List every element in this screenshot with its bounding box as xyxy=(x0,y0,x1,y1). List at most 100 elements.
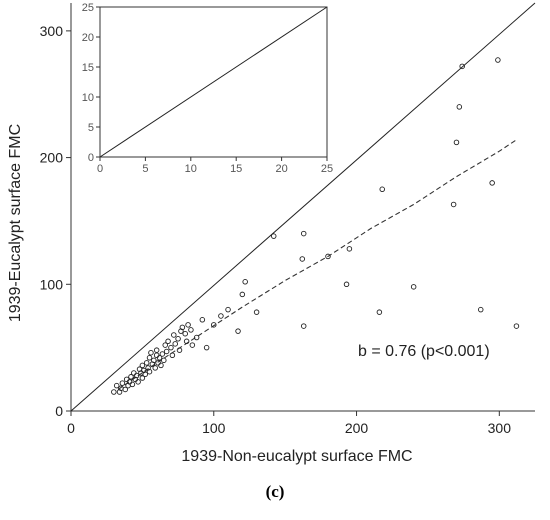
scatter-point xyxy=(189,342,196,348)
figure-caption: (c) xyxy=(265,482,285,501)
scatter-point xyxy=(119,380,126,386)
scatter-point xyxy=(129,381,136,388)
inset-x-tick-label: 20 xyxy=(275,163,287,175)
scatter-point xyxy=(450,201,457,208)
scatter-point xyxy=(151,357,157,364)
inset-y-tick-label: 25 xyxy=(82,2,94,14)
x-tick-label: 100 xyxy=(202,420,226,436)
y-tick-label: 100 xyxy=(40,276,64,292)
x-tick-label: 0 xyxy=(67,420,75,436)
scatter-point xyxy=(300,323,307,329)
inset-x-tick-label: 0 xyxy=(97,163,103,175)
scatter-point xyxy=(139,375,146,381)
scatter-point xyxy=(300,230,307,237)
scatter-point xyxy=(325,253,331,260)
scatter-point xyxy=(203,344,210,351)
inset-y-tick-label: 20 xyxy=(82,32,94,44)
scatter-point xyxy=(179,324,186,331)
scatter-point xyxy=(162,342,168,348)
scatter-point xyxy=(253,309,260,315)
scatter-point xyxy=(142,371,148,378)
inset-plot-frame xyxy=(99,6,328,158)
scatter-point xyxy=(172,341,178,347)
scatter-point xyxy=(133,372,140,379)
scatter-point xyxy=(343,281,350,288)
scatter-point xyxy=(171,332,177,338)
scatter-point xyxy=(128,374,134,380)
scatter-point xyxy=(270,233,277,239)
scatter-point xyxy=(410,284,417,290)
scatter-point xyxy=(182,330,188,337)
scatter-point xyxy=(456,104,463,110)
y-tick-label: 200 xyxy=(40,150,64,166)
inset-x-tick-label: 25 xyxy=(321,163,333,175)
scatter-point xyxy=(146,368,153,375)
scatter-point xyxy=(153,352,160,358)
inset-x-tick-label: 15 xyxy=(230,163,242,175)
x-tick-label: 200 xyxy=(345,420,369,436)
x-tick-label: 300 xyxy=(488,420,512,436)
regression-annotation: b = 0.76 (p<0.001) xyxy=(358,343,490,360)
scatter-point xyxy=(152,365,158,371)
scatter-point xyxy=(139,362,146,369)
inset-y-tick-label: 0 xyxy=(88,152,94,164)
scatter-point xyxy=(123,376,130,383)
regression-fit-line xyxy=(117,139,517,390)
scatter-point xyxy=(185,322,191,328)
scatter-point xyxy=(122,386,129,393)
scatter-point xyxy=(225,306,231,313)
scatter-point xyxy=(183,338,190,345)
scatter-point xyxy=(146,355,153,361)
scatter-point xyxy=(161,357,167,364)
one-to-one-line xyxy=(70,2,536,412)
y-tick-label: 300 xyxy=(40,23,64,39)
scatter-point xyxy=(477,306,484,313)
scatter-point xyxy=(113,382,120,389)
scatter-point xyxy=(159,351,166,357)
scatter-point xyxy=(299,256,306,262)
inset-y-tick-label: 15 xyxy=(82,62,94,74)
inset-x-tick-label: 5 xyxy=(142,163,148,175)
scatter-point xyxy=(175,336,181,342)
scatter-point xyxy=(153,347,160,353)
scatter-point xyxy=(143,360,150,366)
scatter-points xyxy=(111,57,520,395)
inset-diagonal-line xyxy=(99,6,328,158)
scatter-point xyxy=(163,348,170,355)
scatter-point xyxy=(495,57,501,63)
scatter-point xyxy=(169,352,176,358)
scatter-point xyxy=(376,309,383,315)
scatter-point xyxy=(158,362,164,369)
scatter-point xyxy=(156,355,163,361)
scatter-point xyxy=(176,347,183,353)
scatter-point xyxy=(346,246,353,252)
scatter-point xyxy=(459,63,465,70)
scatter-point xyxy=(453,139,460,146)
scatter-point xyxy=(379,186,385,193)
scatter-point xyxy=(148,349,154,356)
scatter-point xyxy=(155,360,161,366)
scatter-point xyxy=(489,180,495,186)
scatter-point xyxy=(218,313,224,319)
inset-y-tick-label: 5 xyxy=(88,122,94,134)
scatter-point xyxy=(193,334,200,341)
scatter-point xyxy=(211,322,217,328)
scatter-point xyxy=(168,344,174,351)
inset-ticks: 0 5 10 15 20 25 0 5 10 15 20 25 xyxy=(82,2,333,175)
scatter-point xyxy=(111,389,117,395)
scatter-point xyxy=(131,370,137,376)
scatter-point xyxy=(242,279,248,285)
scatter-point xyxy=(188,327,194,333)
inset-x-tick-label: 10 xyxy=(185,163,197,175)
scatter-point xyxy=(239,291,246,298)
scatter-point xyxy=(513,323,520,329)
x-axis-title: 1939-Non-eucalypt surface FMC xyxy=(181,448,412,465)
scatter-point xyxy=(199,317,206,323)
y-axis-title: 1939-Eucalypt surface FMC xyxy=(7,124,24,322)
y-tick-label: 0 xyxy=(55,403,63,419)
scatter-point xyxy=(165,338,171,345)
inset-y-tick-label: 10 xyxy=(82,92,94,104)
scatter-point xyxy=(135,379,141,385)
